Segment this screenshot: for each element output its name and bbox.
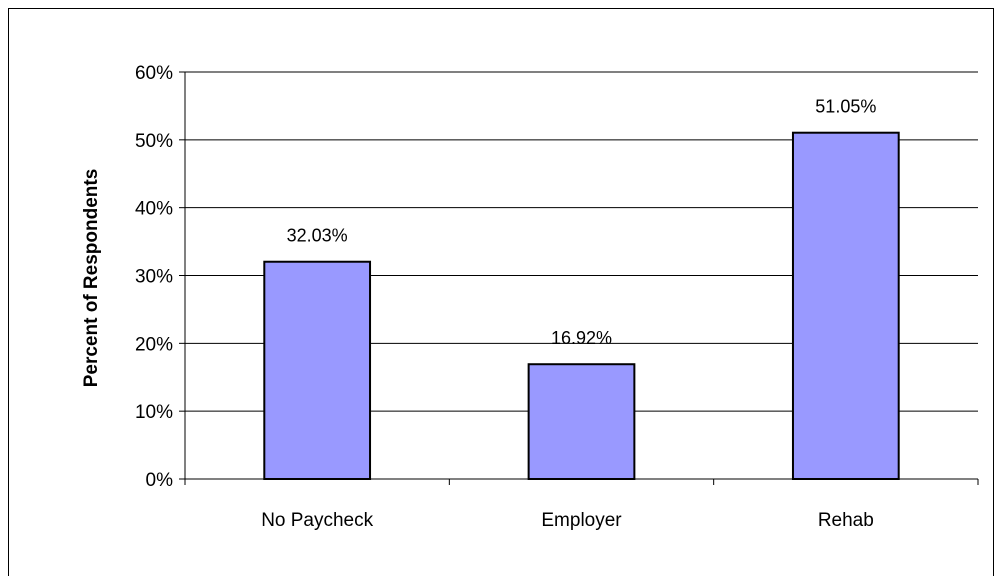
bars bbox=[263, 131, 900, 481]
data-label: 16.92% bbox=[551, 328, 612, 348]
labels: 0% 10% 20% 30% 40% 50% 60% 32.03% No Paycheck 16.… bbox=[135, 63, 876, 531]
y-tick-label: 0% bbox=[146, 470, 174, 491]
y-tick-label: 20% bbox=[135, 334, 173, 355]
y-tick-label: 50% bbox=[135, 131, 173, 152]
bar-rehab bbox=[791, 131, 900, 480]
y-tick-label: 40% bbox=[135, 199, 173, 220]
x-category-label: Rehab bbox=[818, 510, 874, 531]
y-tick-label: 10% bbox=[135, 402, 173, 423]
data-label: 32.03% bbox=[287, 226, 348, 246]
y-axis-title: Percent of Respondents bbox=[81, 169, 102, 388]
x-category-label: Employer bbox=[541, 510, 622, 531]
y-tick-label: 60% bbox=[135, 63, 173, 84]
x-category-label: No Paycheck bbox=[261, 510, 373, 531]
bar-no-paycheck bbox=[263, 260, 372, 480]
data-label: 51.05% bbox=[815, 97, 876, 117]
y-tick-label: 30% bbox=[135, 267, 173, 288]
bar-employer bbox=[527, 363, 636, 481]
